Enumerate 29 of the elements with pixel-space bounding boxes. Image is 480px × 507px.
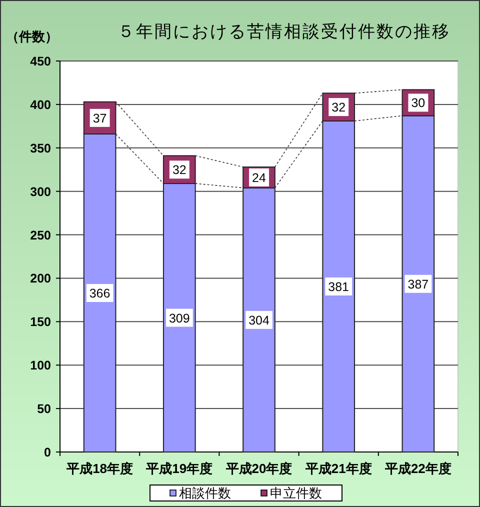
legend-label: 申立件数: [270, 486, 322, 500]
y-tick-label: 300: [30, 184, 52, 199]
data-label: 37: [92, 111, 107, 126]
x-tick-label: 平成22年度: [384, 461, 452, 476]
legend-label: 相談件数: [179, 486, 231, 500]
y-tick-label: 350: [30, 141, 52, 156]
data-label: 309: [168, 311, 190, 326]
x-tick-label: 平成19年度: [145, 461, 213, 476]
y-tick-label: 400: [30, 98, 52, 112]
data-label: 30: [411, 96, 426, 110]
data-label: 387: [408, 277, 429, 292]
y-tick-label: 200: [30, 272, 52, 286]
y-tick-label: 450: [30, 54, 52, 68]
x-tick-label: 平成21年度: [304, 461, 372, 476]
y-tick-label: 100: [30, 358, 52, 373]
data-label: 366: [89, 286, 110, 300]
chart-title: ５年間における苦情相談受付件数の推移: [118, 22, 450, 41]
data-label: 32: [172, 163, 186, 178]
x-tick-label: 平成20年度: [224, 461, 292, 476]
data-label: 304: [248, 313, 270, 328]
data-label: 24: [252, 170, 266, 185]
data-label: 32: [332, 100, 346, 115]
y-tick-label: 50: [37, 402, 52, 416]
y-tick-label: 150: [30, 315, 52, 330]
data-label: 381: [328, 280, 350, 294]
x-tick-label: 平成18年度: [66, 461, 134, 476]
y-tick-label: 250: [30, 228, 52, 242]
y-axis-title: （件数）: [6, 29, 58, 44]
y-tick-label: 0: [44, 446, 52, 460]
